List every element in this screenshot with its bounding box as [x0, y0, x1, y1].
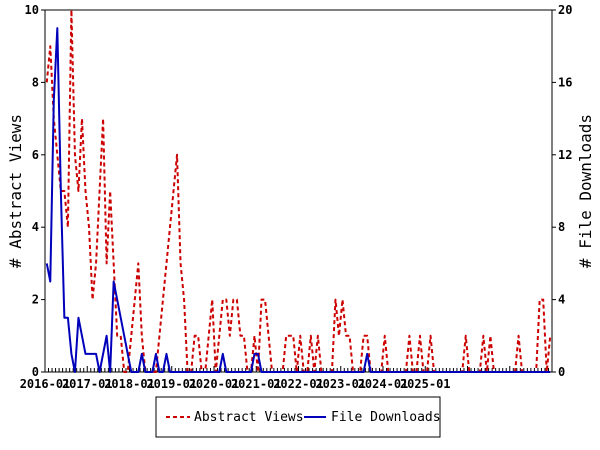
right-tick-label: 16	[558, 75, 572, 89]
plot-area	[44, 9, 553, 373]
left-y-axis: 0 2 4 6 8 10	[25, 3, 45, 379]
left-axis-title: # Abstract Views	[6, 114, 25, 268]
x-tick-label: 2017-01	[62, 377, 113, 391]
legend: Abstract Views File Downloads	[155, 396, 441, 438]
left-tick-label: 2	[32, 293, 39, 307]
x-tick-label: 2019-01	[146, 377, 197, 391]
legend-label-file-downloads: File Downloads	[331, 410, 441, 425]
x-tick-label: 2023-01	[315, 377, 366, 391]
x-tick-label: 2025-01	[400, 377, 451, 391]
legend-label-abstract-views: Abstract Views	[194, 410, 304, 425]
right-tick-label: 0	[558, 365, 565, 379]
right-tick-label: 8	[558, 220, 565, 234]
left-tick-label: 0	[32, 365, 39, 379]
left-tick-label: 4	[32, 220, 39, 234]
left-tick-label: 8	[32, 75, 39, 89]
right-axis-title: # File Downloads	[576, 114, 595, 268]
x-tick-label: 2022-01	[273, 377, 324, 391]
right-tick-label: 4	[558, 293, 565, 307]
series-layer	[45, 9, 552, 373]
x-tick-label: 2016-01	[20, 377, 71, 391]
x-tick-label: 2021-01	[231, 377, 282, 391]
right-y-axis: 0 4 8 12 16 20	[552, 3, 572, 379]
left-tick-label: 6	[32, 148, 39, 162]
right-tick-label: 20	[558, 3, 572, 17]
x-tick-label: 2024-01	[358, 377, 409, 391]
left-tick-label: 10	[25, 3, 39, 17]
x-tick-label: 2018-01	[104, 377, 155, 391]
right-tick-label: 12	[558, 148, 572, 162]
x-tick-label: 2020-01	[189, 377, 240, 391]
series-line-abstract-views	[45, 9, 552, 373]
series-line-file-downloads	[45, 27, 551, 373]
legend-box	[155, 396, 441, 438]
